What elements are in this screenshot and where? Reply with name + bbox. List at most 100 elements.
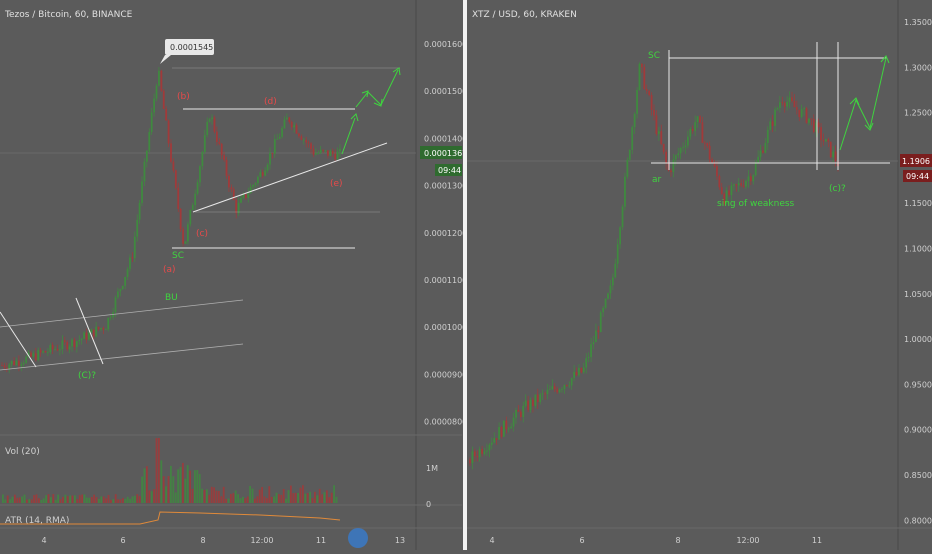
right-candle-body	[643, 67, 646, 90]
right-price-axis[interactable]: 1.35001.30001.25001.20001.15001.10001.05…	[904, 18, 932, 525]
left-projection[interactable]	[341, 67, 401, 155]
right-chart-title: XTZ / USD, 60, KRAKEN	[472, 10, 577, 20]
volume-bar	[119, 499, 122, 503]
channel-break-line-2[interactable]	[75, 297, 104, 365]
wave-label-e: (e)	[330, 179, 343, 189]
left-drawings[interactable]	[0, 67, 400, 371]
left-candle-body	[158, 70, 160, 86]
left-candle-body	[66, 342, 69, 350]
volume-bar	[246, 496, 249, 503]
volume-bar	[167, 476, 170, 503]
left-candle-body	[290, 121, 293, 128]
volume-bar	[278, 494, 280, 503]
volume-bar	[208, 494, 211, 503]
left-candle-body	[257, 176, 259, 184]
right-projection-path[interactable]	[839, 57, 887, 151]
volume-bar	[287, 490, 290, 503]
right-time-axis[interactable]: 4 6 8 12:00 11	[489, 536, 822, 545]
right-price-tick: 0.9000	[904, 426, 932, 435]
right-candle-body	[486, 450, 488, 452]
right-candle-body	[597, 330, 600, 333]
left-candle-body	[129, 257, 131, 270]
volume-bar	[143, 468, 146, 503]
rising-support-line[interactable]	[192, 142, 388, 213]
right-candle-body	[730, 185, 733, 196]
channel-break-line-1[interactable]	[0, 311, 37, 368]
right-candle-body	[563, 385, 566, 389]
right-candle-body	[699, 116, 701, 123]
right-candle-body	[645, 89, 648, 91]
right-candle-body	[565, 385, 568, 386]
right-price-tick: 1.2500	[904, 109, 932, 118]
right-candle-body	[672, 159, 675, 173]
right-candle-body	[490, 442, 493, 445]
right-price-tick: 0.9500	[904, 380, 932, 389]
right-candle-body	[582, 367, 585, 373]
right-candle-body	[716, 166, 718, 177]
volume-bar	[131, 496, 134, 503]
volume-bar	[86, 497, 88, 503]
right-price-tick: 1.3000	[904, 63, 932, 72]
left-candle-body	[5, 367, 8, 369]
left-candle-body	[225, 159, 228, 176]
right-candle-body	[548, 389, 551, 391]
left-candle-body	[160, 70, 163, 91]
left-candle-body	[331, 151, 334, 154]
volume-bar	[35, 494, 38, 503]
volume-bar	[280, 494, 283, 503]
right-candles	[469, 62, 839, 470]
right-candle-body	[708, 145, 711, 160]
left-candle-body	[293, 125, 296, 128]
volume-bar	[170, 465, 172, 503]
left-candle-body	[162, 90, 165, 109]
right-candle-body	[732, 184, 735, 186]
volume-bar	[129, 498, 131, 503]
channel-upper-line[interactable]	[0, 299, 244, 328]
right-candle-body	[483, 451, 486, 454]
left-price-tick: 0.0000900	[424, 370, 467, 379]
left-candle-body	[264, 170, 267, 176]
right-candle-body	[793, 101, 796, 108]
projection-arrow-1[interactable]	[341, 117, 356, 155]
right-candle-body	[713, 163, 716, 167]
volume-indicator-label[interactable]: Vol (20)	[5, 447, 40, 457]
left-price-tick: 0.0001000	[424, 323, 467, 332]
right-candle-body	[655, 115, 658, 134]
left-candle-body	[220, 143, 223, 156]
volume-bar	[251, 488, 254, 503]
volume-bar	[155, 438, 158, 503]
right-candle-body	[740, 183, 743, 186]
volume-bar	[165, 486, 167, 503]
scroll-to-realtime-button[interactable]	[348, 528, 368, 548]
left-candles	[1, 67, 341, 374]
projection-path[interactable]	[355, 69, 399, 108]
right-price-tick: 1.0000	[904, 335, 932, 344]
right-drawings[interactable]	[651, 42, 890, 170]
left-candle-body	[104, 329, 107, 331]
right-projection[interactable]	[839, 55, 890, 151]
volume-bar	[249, 485, 251, 503]
left-candle-body	[310, 143, 312, 150]
right-candle-body	[810, 118, 813, 120]
right-price-tick: 1.1500	[904, 199, 932, 208]
left-price-tick: 0.0001200	[424, 229, 467, 238]
right-candle-body	[573, 371, 576, 379]
right-candle-body	[718, 176, 721, 188]
volume-bar	[234, 490, 237, 503]
volume-bar	[314, 491, 316, 503]
right-candle-body	[469, 459, 471, 464]
layout-splitter[interactable]	[463, 0, 467, 550]
right-candle-body	[686, 136, 689, 146]
right-candle-body	[670, 170, 672, 173]
atr-indicator-label[interactable]: ATR (14, RMA)	[5, 516, 69, 526]
volume-bar	[330, 492, 333, 503]
volume-bar	[263, 496, 266, 503]
left-time-axis[interactable]: 4 6 8 12:00 11 13	[41, 536, 405, 545]
left-price-axis[interactable]: 0.0001600 0.0001500 0.0001400 0.0001300 0.00…	[424, 40, 467, 427]
volume-bar	[134, 495, 136, 503]
channel-lower-line[interactable]	[0, 343, 244, 371]
left-candle-body	[155, 85, 158, 99]
volume-bar	[122, 498, 124, 503]
volume-bar	[292, 493, 295, 503]
